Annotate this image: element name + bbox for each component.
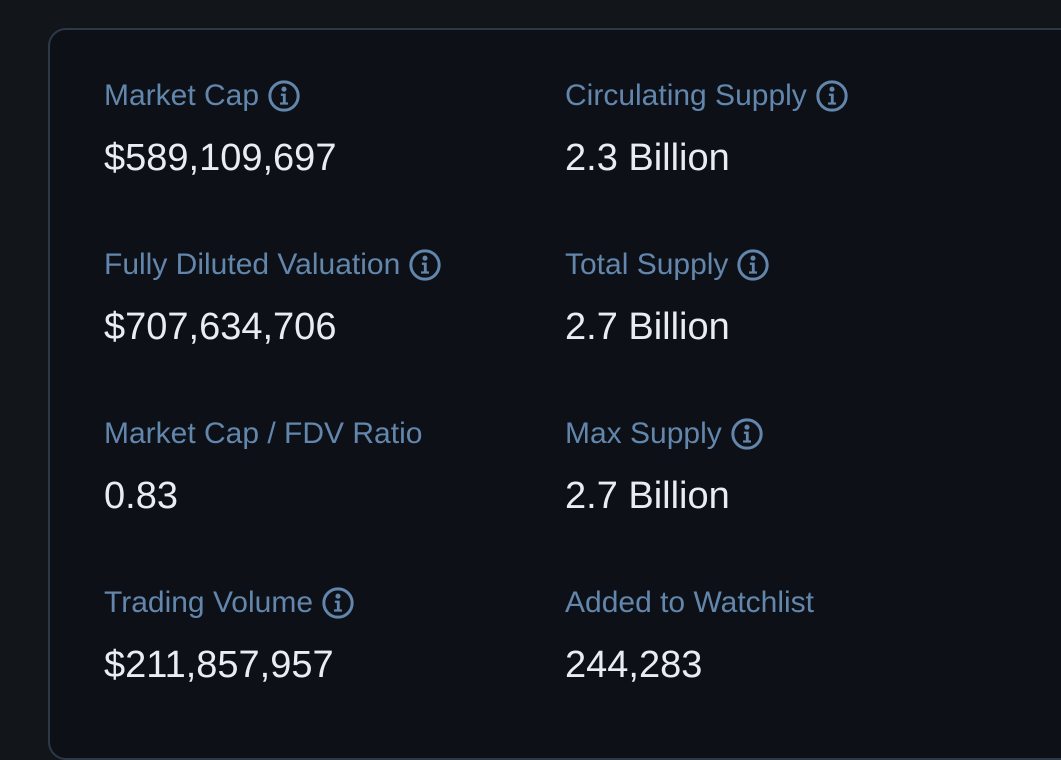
stat-trading-volume: Trading Volume $211,857,957: [104, 585, 565, 688]
stat-label: Fully Diluted Valuation: [104, 247, 565, 283]
stat-label-text: Circulating Supply: [565, 79, 807, 112]
stat-label: Max Supply: [565, 416, 1059, 452]
stat-value: 2.3 Billion: [565, 137, 730, 179]
stat-label-text: Added to Watchlist: [565, 586, 815, 619]
stat-label: Market Cap: [104, 78, 565, 114]
stat-max-supply: Max Supply 2.7 Billion: [565, 416, 1059, 519]
stat-label: Total Supply: [565, 247, 1059, 283]
info-icon[interactable]: [815, 79, 849, 113]
info-icon[interactable]: [321, 586, 355, 620]
stat-value: 2.7 Billion: [565, 475, 730, 517]
stat-mcap-fdv-ratio: Market Cap / FDV Ratio 0.83: [104, 416, 565, 519]
stat-market-cap: Market Cap $589,109,697: [104, 78, 565, 181]
stat-label-text: Market Cap / FDV Ratio: [104, 417, 423, 450]
stat-fully-diluted-valuation: Fully Diluted Valuation $707,634,706: [104, 247, 565, 350]
stat-value: $589,109,697: [104, 137, 337, 179]
stat-total-supply: Total Supply 2.7 Billion: [565, 247, 1059, 350]
stat-label-text: Fully Diluted Valuation: [104, 248, 401, 281]
info-icon[interactable]: [730, 417, 764, 451]
stat-label-text: Max Supply: [565, 417, 722, 450]
stat-label: Added to Watchlist: [565, 585, 1059, 621]
info-icon[interactable]: [408, 248, 442, 282]
info-icon[interactable]: [267, 79, 301, 113]
stat-label-text: Market Cap: [104, 79, 260, 112]
stat-circulating-supply: Circulating Supply 2.3 Billion: [565, 78, 1059, 181]
stats-grid: Market Cap $589,109,697 Circulating Supp…: [104, 78, 1059, 688]
stat-added-to-watchlist: Added to Watchlist 244,283: [565, 585, 1059, 688]
info-icon[interactable]: [736, 248, 770, 282]
coin-stats-card: Market Cap $589,109,697 Circulating Supp…: [48, 28, 1061, 760]
stat-label: Trading Volume: [104, 585, 565, 621]
stat-label-text: Total Supply: [565, 248, 729, 281]
stat-label: Market Cap / FDV Ratio: [104, 416, 565, 452]
stat-value: $211,857,957: [104, 644, 334, 686]
stat-value: 2.7 Billion: [565, 306, 730, 348]
stat-label-text: Trading Volume: [104, 586, 314, 619]
stat-value: $707,634,706: [104, 306, 337, 348]
stat-value: 0.83: [104, 475, 178, 517]
stat-value: 244,283: [565, 644, 703, 686]
stat-label: Circulating Supply: [565, 78, 1059, 114]
